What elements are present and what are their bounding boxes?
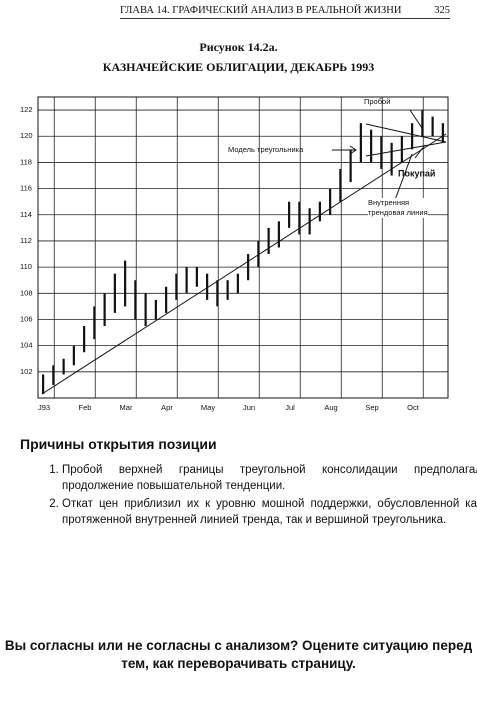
annotation: Внутренняя трендовая линия [368,198,428,218]
annotation: Покупай [398,168,435,178]
page-number: 325 [434,5,450,16]
x-tick-label: Mar [120,403,133,412]
x-tick-label: Oct [407,403,420,412]
plot-frame [37,96,449,399]
reason: Откат цен приблизил их к уровню мошной п… [62,496,477,528]
running-header: ГЛАВА 14. ГРАФИЧЕСКИЙ АНАЛИЗ В РЕАЛЬНОЙ … [120,5,450,19]
y-tick-label: 118 [20,157,32,166]
x-tick-label: Aug [324,403,337,412]
x-tick-label: Apr [161,403,173,412]
arrow [394,153,413,201]
y-tick-label: 102 [20,367,33,376]
y-tick-label: 112 [20,236,32,245]
figure-label: Рисунок 14.2а. [199,40,278,54]
triangle-top [365,123,447,143]
y-tick-label: 116 [20,184,32,193]
annotation: Пробой [364,97,390,106]
x-tick-label: Jul [285,403,295,412]
trend-line [41,133,447,395]
y-tick-label: 120 [20,131,33,140]
annotation: Модель треугольника [228,145,304,154]
y-tick-label: 106 [20,314,33,323]
arrow [414,144,426,159]
arrow [409,109,423,129]
section-title: Причины открытия позиции [20,436,217,452]
x-tick-label: Jun [243,403,255,412]
x-tick-label: May [201,403,215,412]
x-tick-label: Sep [365,403,378,412]
x-tick-label: J93 [38,403,50,412]
question: Вы согласны или не согласны с анализом? … [4,638,473,671]
chart: Пробой Модель треугольника Покупай Внутр… [20,96,449,412]
x-tick-label: Feb [79,403,92,412]
y-tick-label: 122 [20,105,33,114]
y-tick-label: 114 [20,210,32,219]
triangle-bottom [365,141,447,157]
arrow [332,145,357,155]
y-tick-label: 104 [20,341,33,350]
y-tick-label: 108 [20,288,33,297]
y-tick-label: 110 [20,262,32,271]
chapter: ГЛАВА 14. ГРАФИЧЕСКИЙ АНАЛИЗ В РЕАЛЬНОЙ … [120,5,402,16]
annotation-box: Внутренняя трендовая линия [368,198,428,218]
reasons-list: Пробой верхней границы треугольной консо… [20,462,477,530]
reason: Пробой верхней границы треугольной консо… [62,462,477,494]
chart-title: КАЗНАЧЕЙСКИЕ ОБЛИГАЦИИ, ДЕКАБРЬ 1993 [102,60,375,74]
